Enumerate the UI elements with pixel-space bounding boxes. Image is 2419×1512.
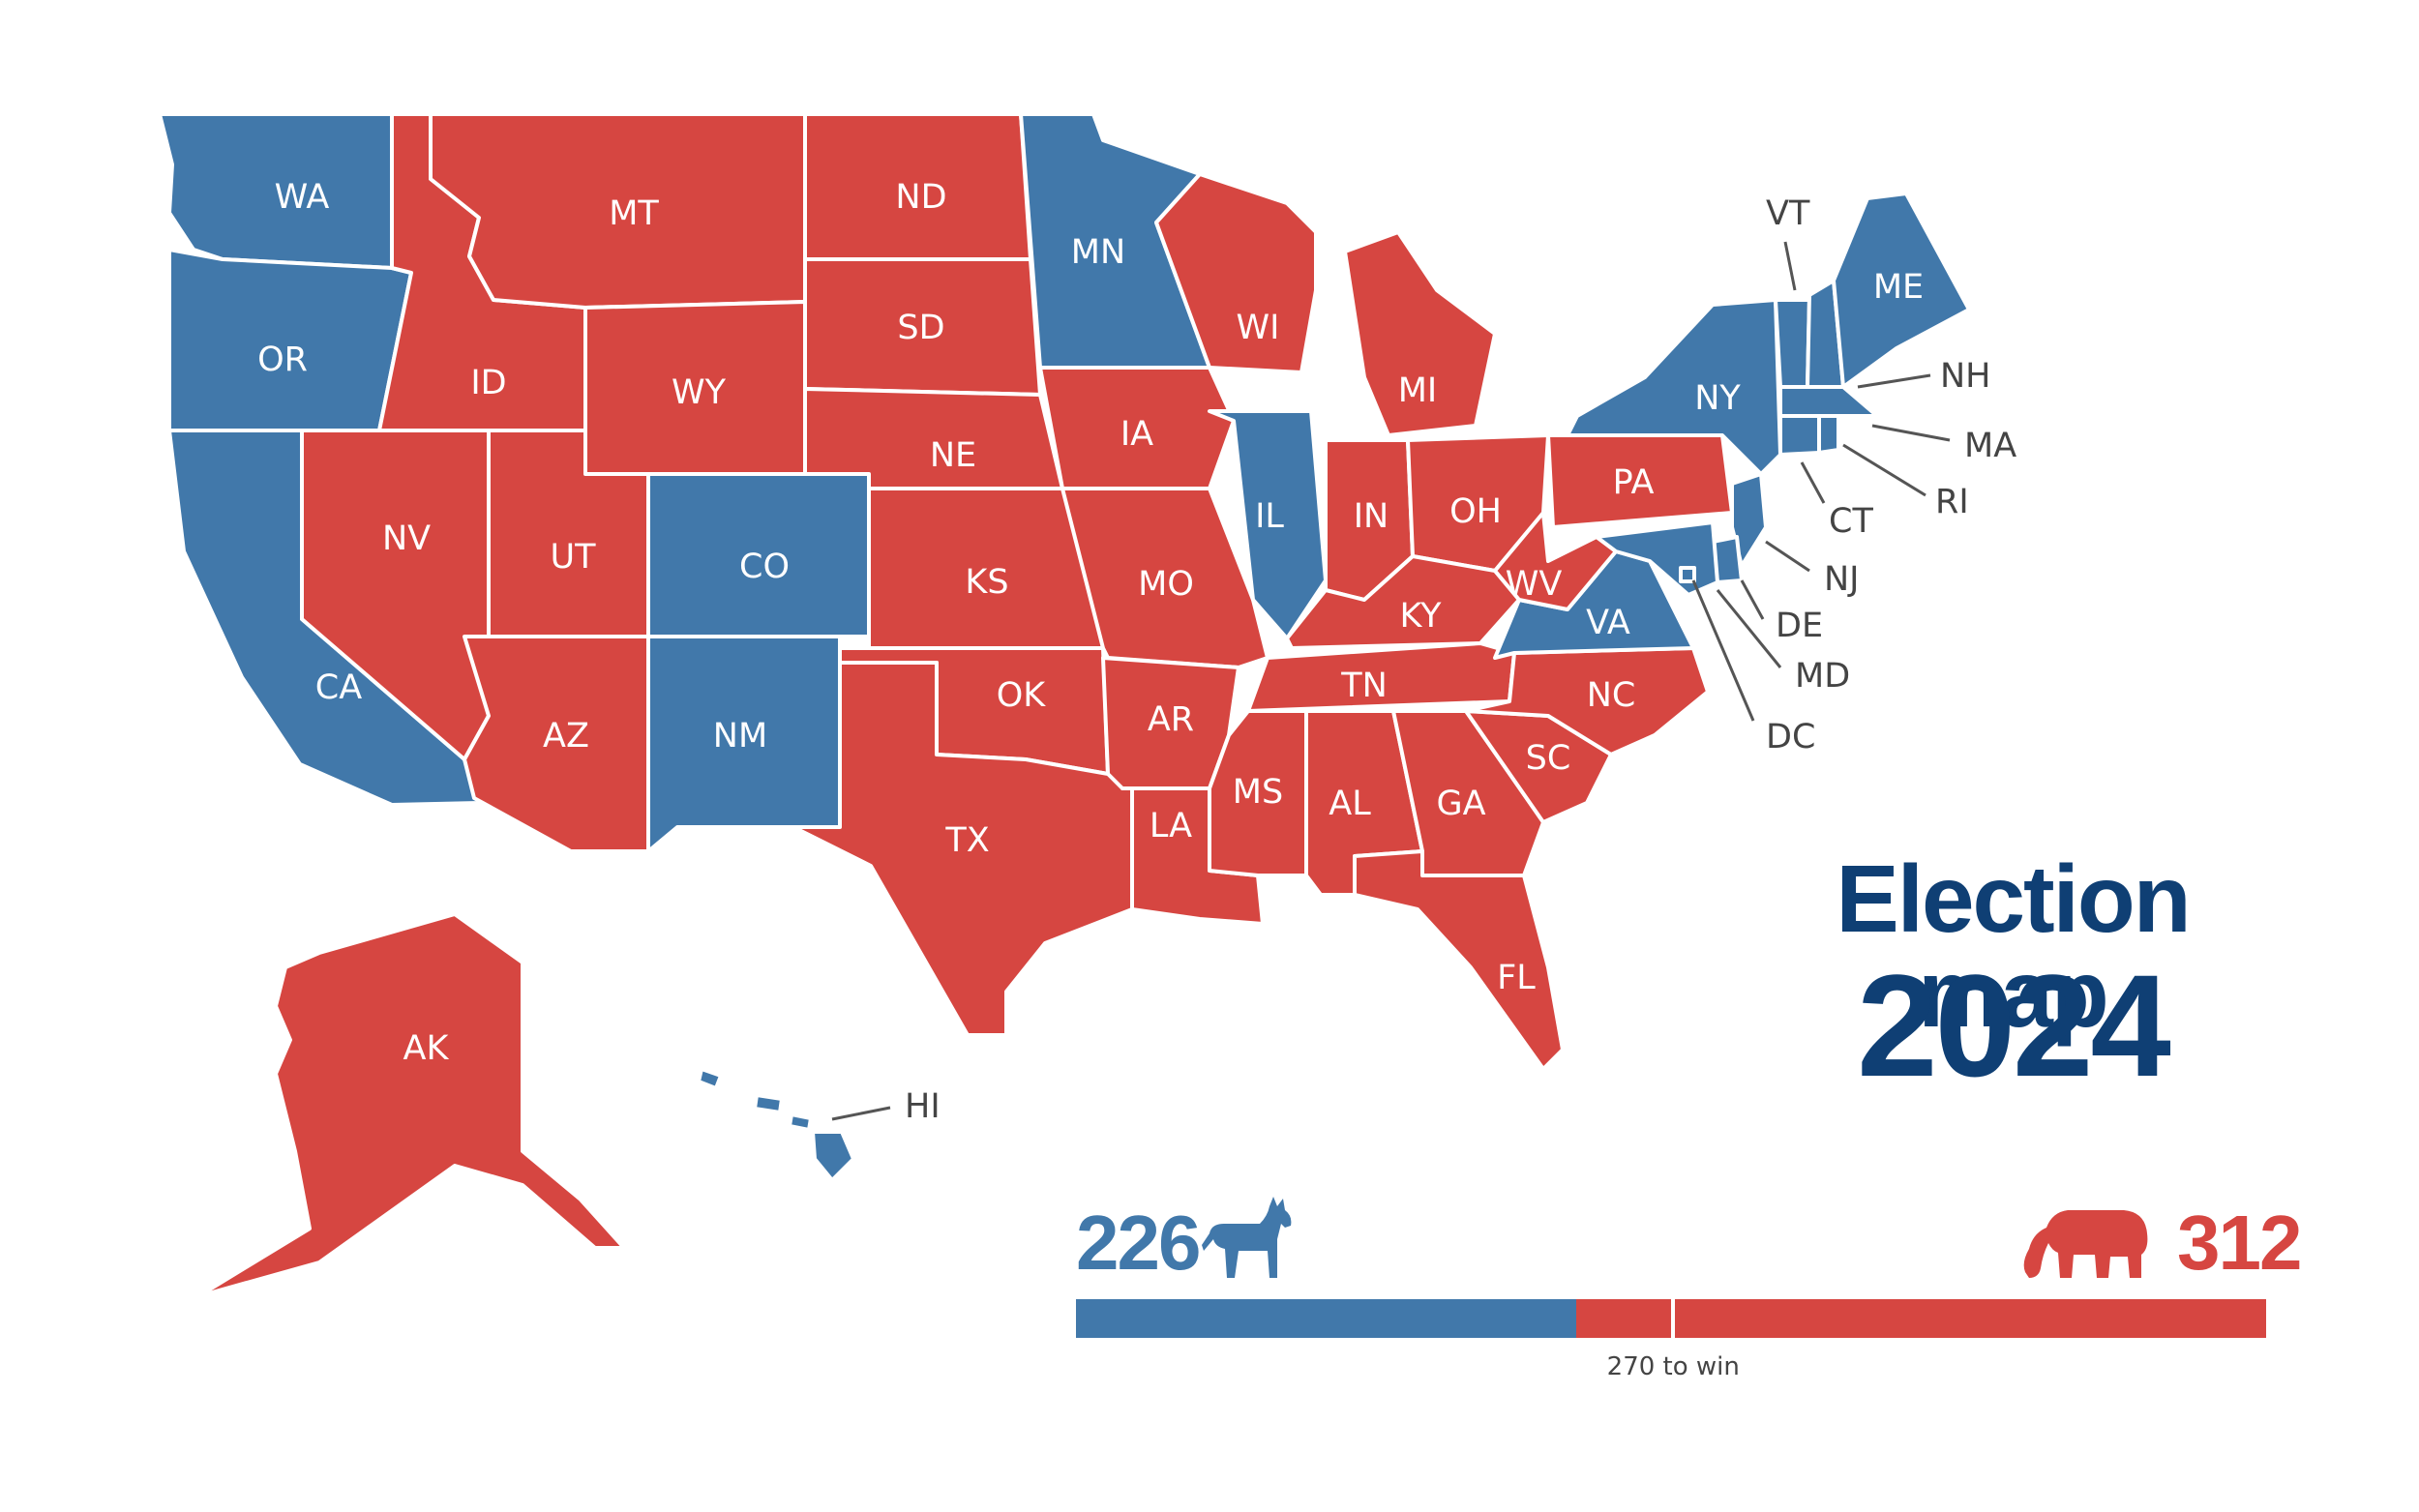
state-label-wy: WY (672, 373, 727, 412)
state-mo[interactable] (1060, 487, 1269, 669)
state-label-in: IN (1354, 497, 1389, 536)
dem-electoral-votes: 226 (1076, 1200, 1201, 1286)
state-ia[interactable] (1038, 366, 1236, 490)
state-label-ma: MA (1964, 427, 2016, 465)
dem-bar-segment (1076, 1299, 1576, 1338)
state-ct[interactable] (1778, 414, 1821, 457)
map-year: 2024 (1857, 944, 2171, 1107)
state-label-ct: CT (1829, 502, 1873, 541)
state-label-id: ID (470, 364, 506, 402)
state-label-sc: SC (1526, 739, 1571, 778)
leader-line-nj (1765, 540, 1810, 573)
state-label-md: MD (1795, 657, 1850, 696)
elephant-icon (2023, 1210, 2148, 1278)
donkey-icon (1202, 1197, 1292, 1278)
state-label-va: VA (1586, 604, 1630, 642)
state-label-al: AL (1329, 785, 1371, 823)
state-dc[interactable] (1679, 566, 1696, 583)
state-label-wi: WI (1237, 309, 1280, 347)
threshold-marker (1671, 1294, 1676, 1343)
state-label-mi: MI (1398, 371, 1438, 410)
leader-lines (831, 241, 1951, 1121)
map-title: Election map (1836, 845, 2191, 1047)
state-label-tx: TX (944, 821, 989, 860)
state-nj[interactable] (1730, 472, 1768, 568)
state-ma[interactable] (1778, 385, 1879, 418)
state-label-co: CO (739, 548, 790, 586)
state-label-ky: KY (1399, 597, 1442, 636)
leader-line-nh (1857, 373, 1931, 389)
state-label-ms: MS (1233, 773, 1283, 812)
state-label-ny: NY (1694, 379, 1741, 418)
state-vt[interactable] (1774, 298, 1811, 389)
state-label-ar: AR (1148, 700, 1194, 739)
state-label-dc: DC (1766, 718, 1815, 756)
threshold-label: 270 to win (1606, 1352, 1740, 1381)
state-label-or: OR (257, 341, 308, 379)
rep-electoral-votes: 312 (2177, 1200, 2302, 1286)
state-hi[interactable] (697, 1067, 855, 1182)
state-label-ak: AK (403, 1029, 450, 1068)
leader-line-ri (1842, 443, 1926, 497)
state-label-az: AZ (543, 717, 589, 756)
state-label-ut: UT (551, 538, 597, 577)
state-label-me: ME (1873, 268, 1924, 307)
leader-line-de (1740, 579, 1765, 620)
electoral-vote-bar (1076, 1299, 2266, 1338)
state-label-ks: KS (965, 563, 1008, 602)
leader-line-ma (1871, 424, 1951, 442)
leader-line-dc (1691, 579, 1755, 722)
state-label-oh: OH (1449, 492, 1502, 531)
state-label-ok: OK (997, 676, 1047, 715)
state-ri[interactable] (1817, 414, 1840, 455)
state-label-wa: WA (275, 178, 330, 217)
state-label-tn: TN (1340, 667, 1388, 705)
state-nm[interactable] (646, 635, 842, 853)
leader-line-vt (1783, 241, 1797, 291)
state-label-la: LA (1150, 807, 1192, 845)
leader-line-ct (1800, 461, 1826, 504)
state-nc[interactable] (1464, 646, 1710, 756)
state-label-fl: FL (1497, 959, 1536, 997)
state-label-nj: NJ (1824, 560, 1860, 599)
state-label-mt: MT (609, 194, 659, 233)
state-label-ga: GA (1436, 785, 1485, 823)
state-label-mn: MN (1071, 233, 1125, 272)
state-wi[interactable] (1154, 172, 1318, 374)
leader-line-hi (831, 1106, 891, 1121)
state-labels: WA OR CA NV ID MT WY UT CO AZ NM ND SD NE KS OK TX MN IA MO… (257, 178, 2016, 1126)
leader-line-md (1716, 589, 1782, 668)
state-tx[interactable] (791, 661, 1134, 1037)
state-ak[interactable] (196, 912, 626, 1298)
state-label-ca: CA (315, 668, 362, 707)
state-label-pa: PA (1613, 463, 1655, 502)
state-fl[interactable] (1353, 849, 1565, 1071)
state-shapes (158, 112, 1971, 1298)
state-label-mo: MO (1138, 565, 1194, 604)
state-label-vt: VT (1766, 194, 1810, 233)
state-label-nm: NM (713, 717, 767, 756)
state-mi[interactable] (1343, 230, 1497, 437)
state-label-hi: HI (905, 1087, 941, 1126)
state-label-ne: NE (930, 436, 976, 475)
rep-bar-segment (1575, 1299, 2266, 1338)
state-label-de: DE (1776, 607, 1823, 645)
state-label-sd: SD (897, 309, 944, 347)
state-label-ri: RI (1935, 483, 1969, 521)
state-label-nd: ND (895, 178, 946, 217)
state-label-wv: WV (1506, 565, 1563, 604)
state-label-il: IL (1255, 497, 1284, 536)
state-label-ia: IA (1120, 415, 1153, 454)
state-label-nh: NH (1940, 357, 1991, 396)
state-label-nc: NC (1587, 676, 1636, 715)
state-label-nv: NV (382, 519, 431, 558)
